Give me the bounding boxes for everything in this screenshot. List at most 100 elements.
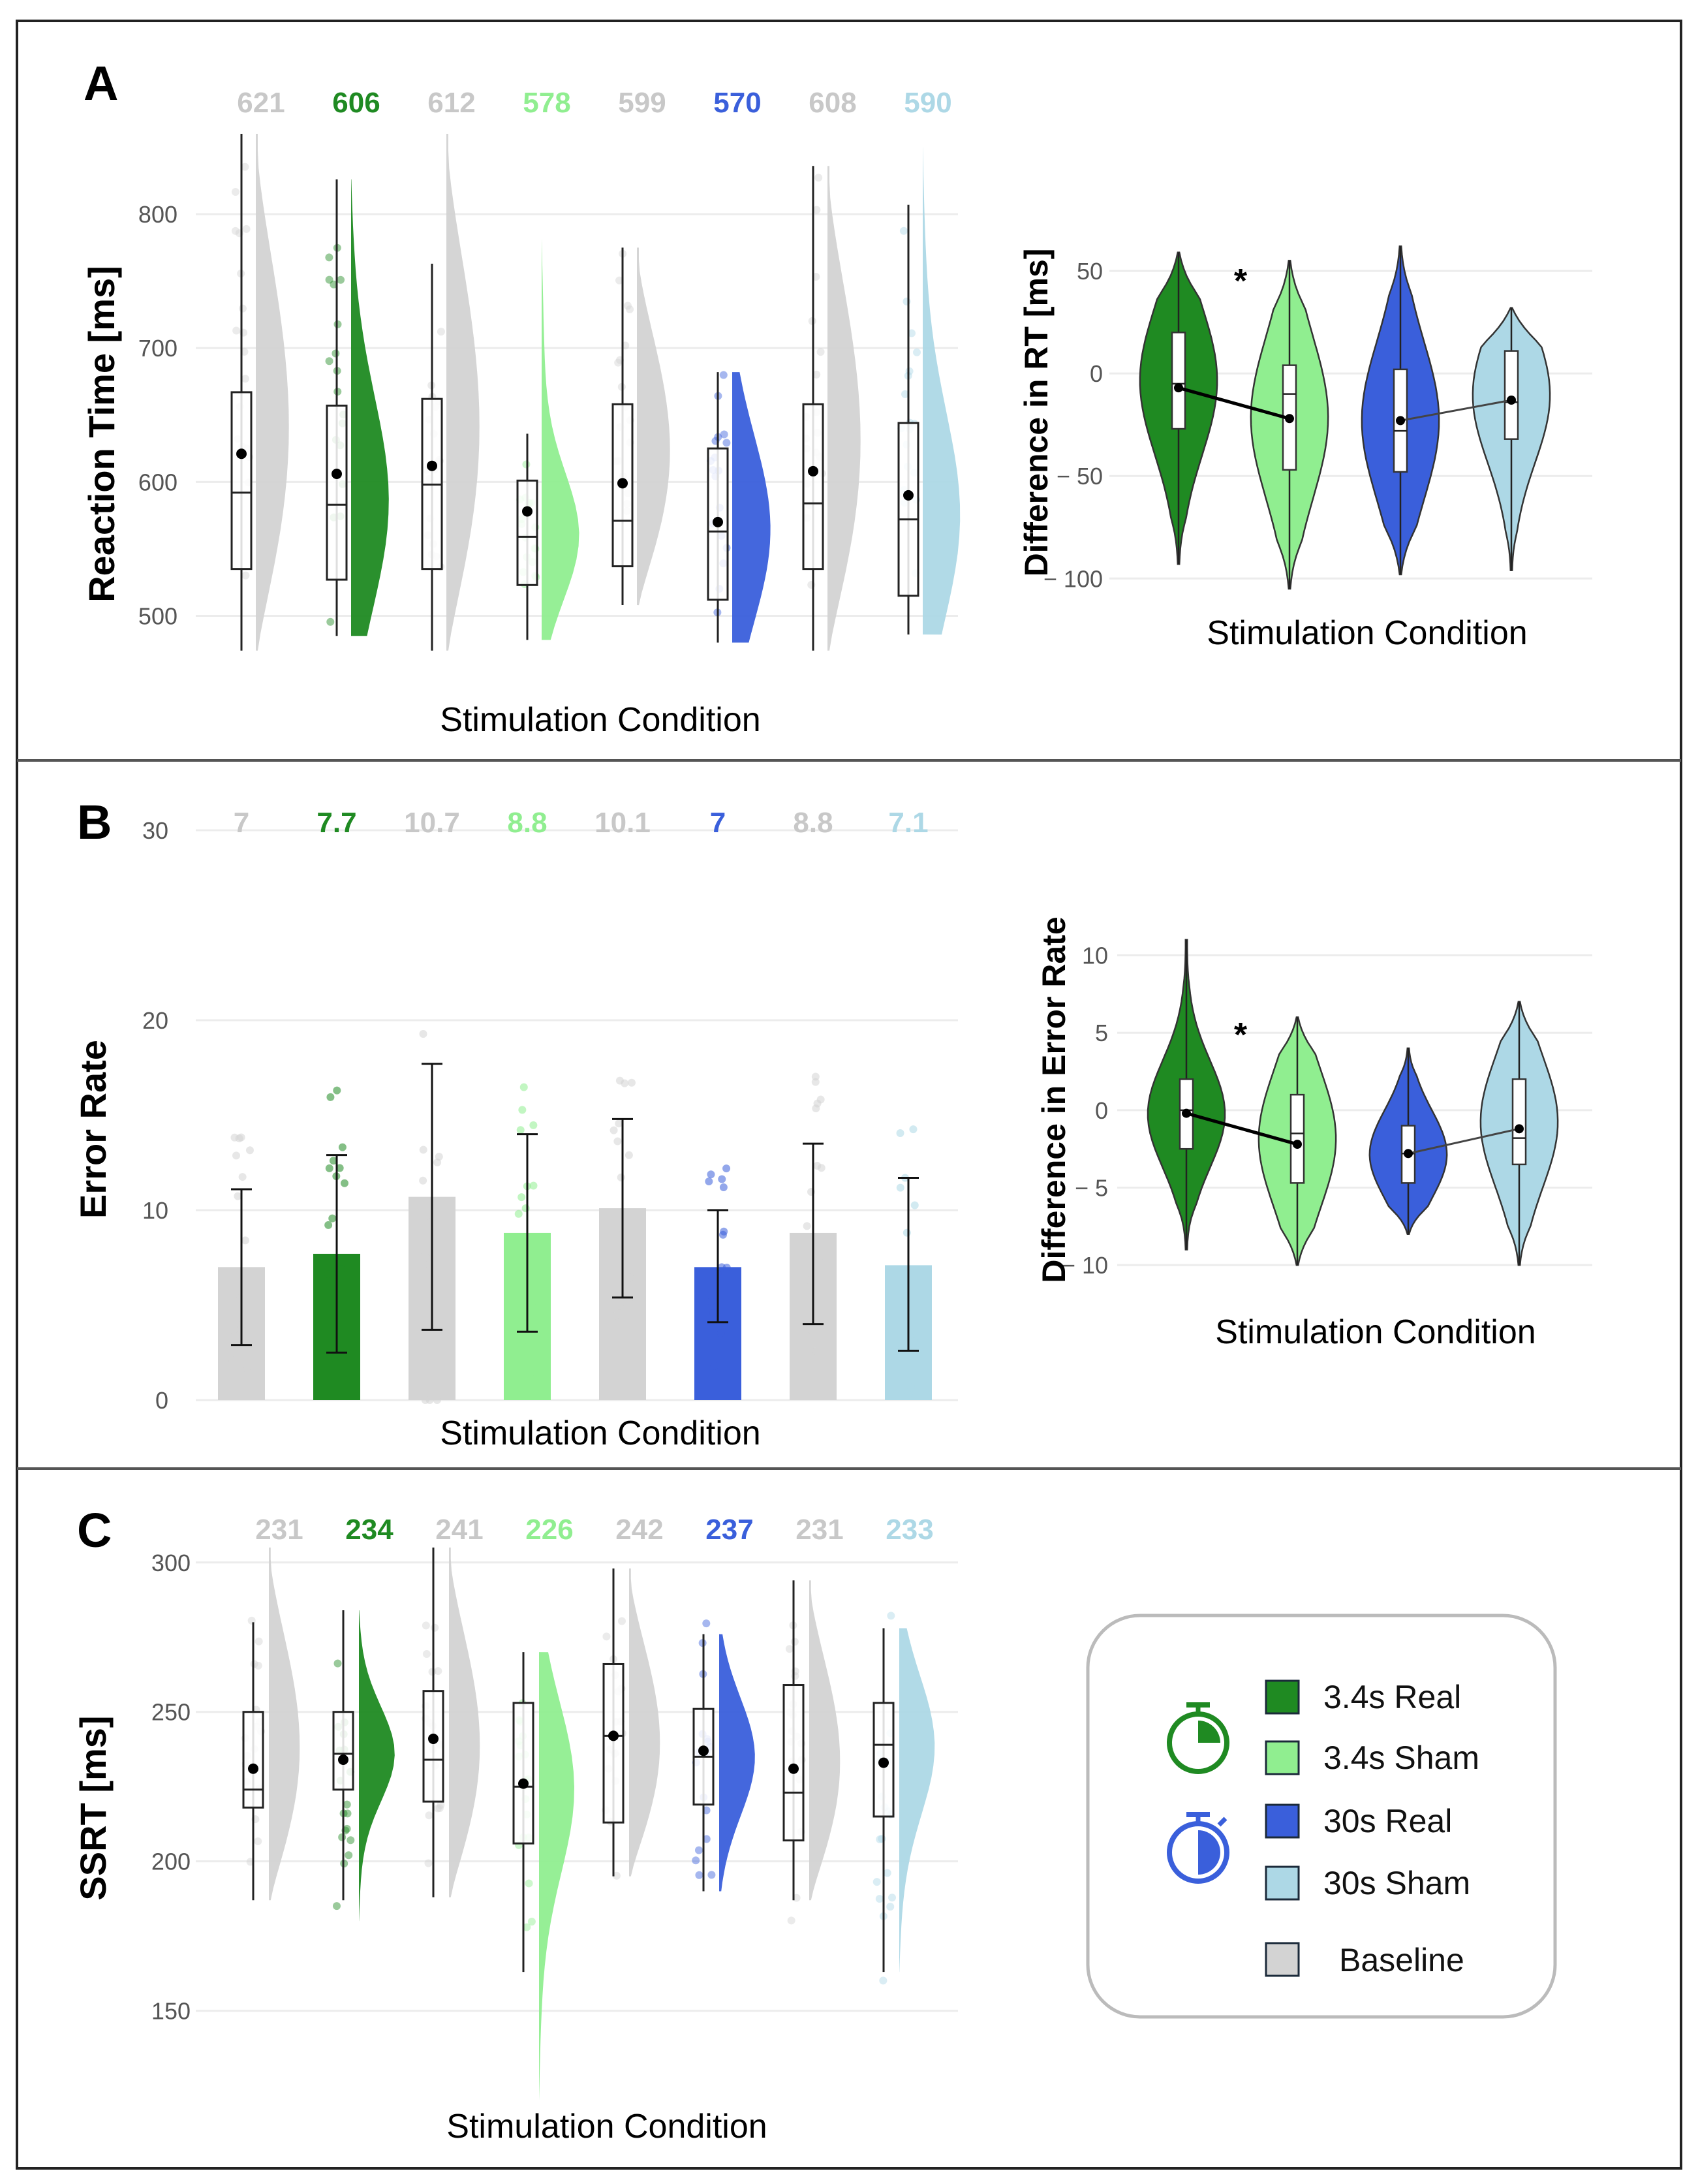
b-significance-star: * — [1234, 1016, 1248, 1054]
data-point — [615, 1302, 624, 1310]
legend-swatch-30-sham — [1265, 1865, 1300, 1901]
mean-dot — [332, 469, 342, 480]
data-point — [904, 1351, 913, 1360]
mean-dot — [427, 460, 437, 471]
data-point — [340, 1179, 348, 1187]
data-point — [617, 1617, 626, 1625]
y-tick-label: 200 — [151, 1849, 191, 1875]
y-tick-label: 5 — [1095, 1020, 1108, 1046]
data-point — [245, 1146, 254, 1155]
data-point — [343, 1824, 351, 1833]
data-point — [517, 1193, 526, 1202]
half-violin-30s-real — [719, 1634, 755, 1892]
mean-label-3-4s-real: 234 — [345, 1514, 394, 1546]
mean-dot — [1507, 396, 1516, 405]
data-point — [232, 326, 241, 335]
data-point — [625, 1151, 633, 1159]
data-point — [906, 1383, 915, 1392]
data-point — [612, 1871, 621, 1880]
data-point — [806, 1325, 814, 1334]
data-point — [324, 1270, 332, 1278]
mean-dot — [903, 490, 914, 501]
mean-label-30s-sham: 233 — [886, 1514, 933, 1546]
mean-dot — [878, 1757, 889, 1768]
data-point — [694, 1846, 703, 1854]
half-violin-3-4s-real — [359, 1610, 395, 1922]
box-baseline — [611, 403, 634, 568]
data-point — [875, 1895, 884, 1903]
chart-diff-error-rate: 10 5 0 − 5 − 10 — [1062, 939, 1592, 1279]
mean-dot — [1515, 1124, 1524, 1134]
data-point — [228, 1356, 237, 1364]
data-point — [419, 1176, 427, 1185]
data-point — [524, 1342, 533, 1350]
mean-connector-34 — [1178, 386, 1290, 420]
mean-dot — [1182, 1108, 1191, 1118]
y-tick-label: − 50 — [1057, 463, 1103, 490]
panel-label-b: B — [77, 795, 112, 849]
data-point — [811, 1072, 820, 1081]
half-violin-30s-sham — [899, 1628, 935, 1973]
data-point — [421, 1396, 429, 1404]
data-point — [330, 280, 338, 289]
data-point — [519, 1292, 528, 1301]
data-point — [814, 174, 823, 182]
data-point — [615, 1119, 623, 1128]
mean-dot — [236, 448, 247, 460]
mean-dot — [1396, 416, 1405, 426]
data-point — [790, 1638, 799, 1646]
y-tick-label: − 5 — [1075, 1175, 1108, 1202]
data-point — [232, 1151, 240, 1160]
mean-label-30s-real: 7 — [710, 807, 726, 839]
data-point — [521, 1204, 530, 1213]
half-violin-3-4s-sham — [542, 238, 579, 640]
data-point — [785, 1645, 794, 1653]
half-violin-3-4s-sham — [539, 1652, 574, 2100]
y-tick-label: 50 — [1077, 258, 1103, 285]
data-point — [709, 1309, 718, 1317]
data-point — [231, 187, 239, 196]
data-point — [886, 1903, 895, 1911]
mean-dot — [522, 506, 533, 517]
data-point — [242, 225, 251, 233]
data-point — [255, 1637, 263, 1646]
data-point — [707, 1871, 716, 1879]
data-point — [343, 1809, 352, 1818]
chart-ssrt: 150 200 250 300 231 234 241 226 242 237 231 233 — [151, 1514, 958, 2100]
mean-label-baseline: 7 — [234, 807, 249, 839]
data-point — [522, 460, 531, 469]
data-point — [812, 1347, 820, 1356]
mean-dot — [518, 1778, 529, 1789]
box-3-4s-real — [326, 404, 348, 581]
data-point — [427, 1218, 435, 1226]
mean-dot — [1285, 414, 1294, 424]
mean-dot — [808, 465, 818, 476]
data-point — [617, 1223, 625, 1232]
half-violin-30s-sham — [923, 147, 961, 635]
legend-box — [1086, 1614, 1557, 2019]
data-point — [702, 1835, 711, 1843]
data-point — [519, 1083, 528, 1091]
data-point — [332, 1902, 341, 1911]
data-point — [710, 1362, 718, 1370]
data-point — [812, 206, 821, 214]
mean-dot — [248, 1763, 258, 1774]
data-point — [695, 1871, 703, 1879]
data-point — [331, 1354, 339, 1363]
panel-label-c: C — [77, 1503, 112, 1557]
box-3-4s-sham — [512, 1702, 534, 1845]
data-point — [525, 1879, 533, 1888]
data-point — [896, 1183, 904, 1192]
mean-label-3-4s-real: 7.7 — [316, 807, 356, 839]
data-point — [347, 1836, 355, 1845]
mean-dot — [713, 516, 723, 527]
data-point — [241, 1236, 249, 1245]
half-violin-baseline — [269, 1547, 300, 1901]
box-3-4s-real — [1171, 332, 1186, 430]
data-point — [337, 1265, 345, 1273]
data-point — [325, 253, 333, 262]
data-point — [437, 1801, 445, 1809]
mean-dot — [1404, 1149, 1413, 1159]
legend-swatch-34-sham — [1265, 1740, 1300, 1775]
box-baseline — [422, 1690, 444, 1803]
